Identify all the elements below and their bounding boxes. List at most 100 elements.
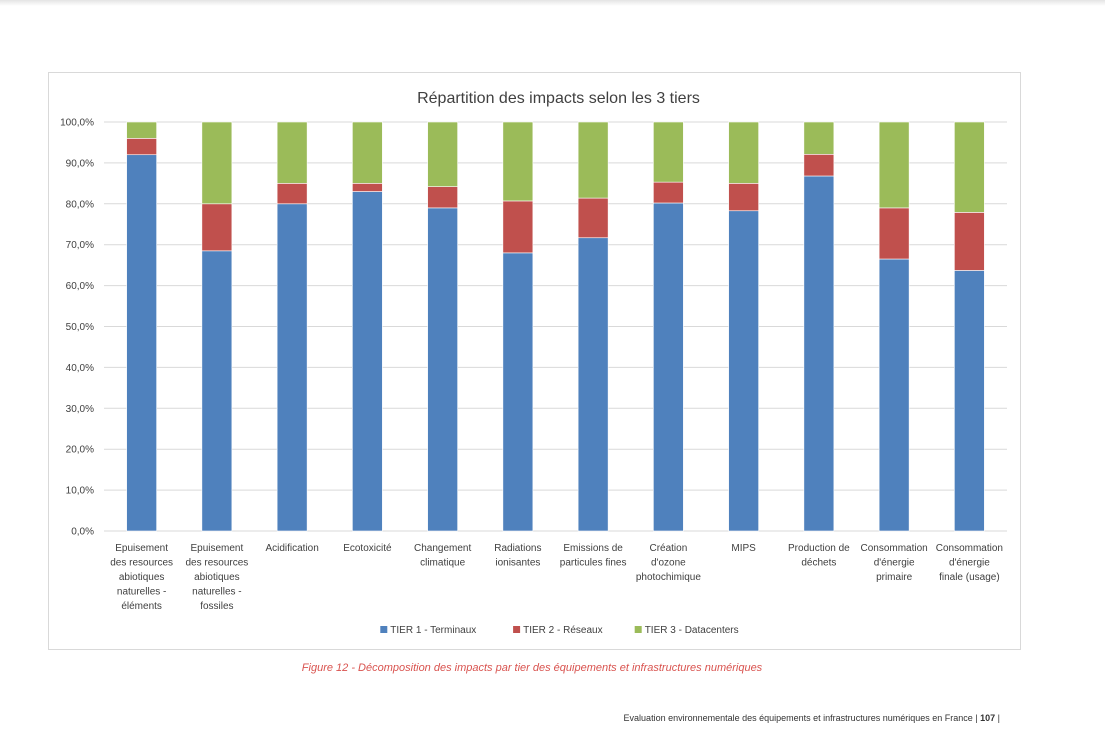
x-category-label-line: naturelles -: [192, 587, 241, 598]
bar-segment-tier2: [126, 138, 157, 156]
chart-title: Répartition des impacts selon les 3 tier…: [417, 90, 700, 107]
x-category-label: Production de déchets: [788, 543, 850, 569]
page-footer: Evaluation environnementale des équipeme…: [624, 713, 1000, 723]
page-number: 107: [980, 713, 996, 723]
x-category-label: MIPS: [731, 543, 756, 554]
x-category-label-line: déchets: [801, 558, 836, 569]
x-category-label: Création d'ozone photochimique: [636, 543, 701, 583]
y-tick-label: 0,0%: [71, 527, 94, 538]
x-category-label-line: des resources: [110, 558, 173, 569]
y-tick-label: 100,0%: [60, 118, 94, 129]
y-tick-label: 90,0%: [66, 158, 94, 169]
y-tick-label: 40,0%: [66, 363, 94, 374]
legend-swatch-tier2: [513, 626, 521, 633]
bar-segment-tier2: [653, 181, 684, 204]
bar-segment-tier2: [201, 203, 233, 252]
bar-segment-tier2: [878, 207, 910, 260]
x-category-label-line: d'énergie: [874, 558, 915, 569]
bar-segment-tier2: [728, 183, 759, 212]
bar-segment-tier3: [728, 121, 759, 184]
legend-label-tier3: TIER 3 - Datacenters: [645, 625, 739, 636]
bar-segment-tier1: [502, 252, 534, 532]
x-category-label-line: Epuisement: [115, 543, 168, 554]
x-category-label: Radiations ionisantes: [494, 543, 541, 569]
y-tick-label: 20,0%: [66, 445, 94, 456]
x-category-label: Consommation d'énergie finale (usage): [936, 543, 1003, 583]
legend-label-tier2: TIER 2 - Réseaux: [523, 625, 602, 636]
legend-swatch-tier1: [380, 626, 388, 633]
bar-segment-tier1: [201, 250, 233, 532]
x-category-label-line: Radiations: [494, 543, 541, 554]
stacked-bar-chart: Répartition des impacts selon les 3 tier…: [60, 90, 1007, 636]
x-category-label-line: Consommation: [860, 543, 927, 554]
x-category-label: Emissions de particules fines: [560, 543, 627, 569]
bar-segment-tier3: [653, 121, 684, 183]
bar-segment-tier2: [577, 197, 609, 239]
footer-text: Evaluation environnementale des équipeme…: [623, 713, 978, 723]
footer-trailing: |: [997, 713, 1000, 723]
y-tick-label: 50,0%: [66, 322, 94, 333]
y-tick-label: 60,0%: [66, 281, 94, 292]
bar-segment-tier3: [502, 121, 534, 202]
x-category-label-line: naturelles -: [117, 587, 166, 598]
bar-segment-tier1: [803, 175, 835, 532]
bar-segment-tier3: [126, 121, 157, 139]
x-category-label-line: abiotiques: [194, 572, 240, 583]
bar-segment-tier2: [352, 183, 383, 192]
x-category-label-line: abiotiques: [119, 572, 165, 583]
x-category-label-line: éléments: [121, 601, 162, 612]
x-category-label: Epuisement des resources abiotiques naturel…: [185, 543, 248, 612]
x-category-label: Ecotoxicité: [343, 543, 392, 554]
bar-segment-tier1: [653, 202, 684, 532]
x-category-label-line: Création: [649, 543, 687, 554]
x-category-label-line: d'ozone: [651, 558, 686, 569]
x-category-label-line: particules fines: [560, 558, 627, 569]
bar-segment-tier3: [276, 121, 308, 184]
bar-segment-tier2: [954, 212, 985, 271]
bar-segment-tier2: [276, 183, 308, 205]
x-category-label-line: des resources: [185, 558, 248, 569]
y-tick-label: 80,0%: [66, 199, 94, 210]
x-category-label-line: photochimique: [636, 572, 701, 583]
bar-segment-tier1: [276, 203, 308, 532]
x-category-label: Epuisement des resources abiotiques naturel…: [110, 543, 173, 612]
bar-segment-tier3: [201, 121, 233, 205]
bar-segment-tier3: [577, 121, 609, 199]
bar-segment-tier2: [502, 200, 534, 254]
figure-caption: Figure 12 - Décomposition des impacts pa…: [301, 662, 763, 674]
x-category-label-line: fossiles: [200, 601, 233, 612]
x-category-label-line: finale (usage): [939, 572, 1000, 583]
x-category-label: Acidification: [265, 543, 318, 554]
y-tick-label: 70,0%: [66, 240, 94, 251]
bar-segment-tier2: [803, 154, 835, 177]
x-category-label-line: Emissions de: [563, 543, 623, 554]
top-shadow: [0, 0, 1105, 6]
bar-segment-tier3: [954, 121, 985, 213]
x-category-label-line: ionisantes: [495, 558, 540, 569]
x-category-label-line: Epuisement: [190, 543, 243, 554]
legend-label-tier1: TIER 1 - Terminaux: [390, 625, 476, 636]
bar-segment-tier2: [427, 186, 458, 209]
x-category-label: Consommation d'énergie primaire: [860, 543, 927, 583]
bar-segment-tier3: [352, 121, 383, 184]
x-category-label-line: Changement: [414, 543, 471, 554]
bar-segment-tier1: [728, 210, 759, 532]
bar-segment-tier1: [126, 154, 157, 532]
x-category-label-line: Production de: [788, 543, 850, 554]
x-category-label-line: primaire: [876, 572, 913, 583]
chart-frame: Répartition des impacts selon les 3 tier…: [48, 72, 1021, 650]
legend-swatch-tier3: [634, 626, 642, 633]
bar-segment-tier3: [803, 121, 835, 155]
bar-segment-tier3: [878, 121, 910, 209]
bar-segment-tier1: [954, 270, 985, 532]
x-category-label-line: Consommation: [936, 543, 1003, 554]
x-category-label-line: MIPS: [731, 543, 756, 554]
y-tick-label: 30,0%: [66, 404, 94, 415]
bar-segment-tier1: [577, 237, 609, 532]
x-category-label-line: d'énergie: [949, 558, 990, 569]
x-category-label-line: Ecotoxicité: [343, 543, 392, 554]
bar-segment-tier3: [427, 121, 458, 187]
x-category-label-line: Acidification: [265, 543, 318, 554]
x-category-label: Changement climatique: [414, 543, 471, 569]
x-category-label-line: climatique: [420, 558, 465, 569]
